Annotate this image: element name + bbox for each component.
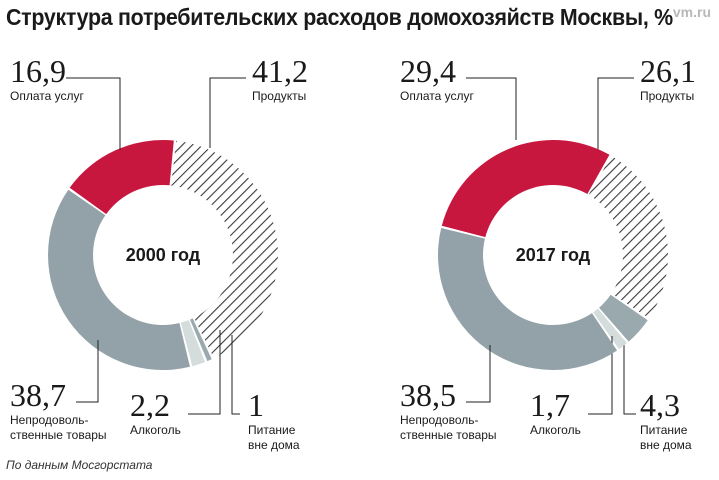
category-label-food: Продукты xyxy=(640,89,694,103)
category-label-nonfood: ственные товары xyxy=(10,428,107,442)
slice-food xyxy=(588,156,668,319)
leader-line-nonfood xyxy=(466,345,491,403)
leader-line-food xyxy=(209,77,246,148)
center-year-label: 2000 год xyxy=(126,245,201,265)
slice-alcohol xyxy=(593,308,627,350)
value-label-alcohol: 2,2 xyxy=(130,387,170,423)
value-label-eatout: 4,3 xyxy=(640,387,680,423)
leader-line-alcohol xyxy=(188,330,221,415)
value-label-nonfood: 38,5 xyxy=(400,377,456,413)
category-label-services: Оплата услуг xyxy=(10,89,84,103)
slice-eatout xyxy=(189,318,212,362)
leader-line-services xyxy=(66,77,121,150)
value-label-alcohol: 1,7 xyxy=(530,387,570,423)
category-label-eatout: вне дома xyxy=(640,438,692,452)
leader-line-alcohol xyxy=(588,336,613,415)
slice-eatout xyxy=(599,294,648,342)
slice-services xyxy=(69,140,174,215)
category-label-alcohol: Алкоголь xyxy=(130,423,181,437)
leader-line-food xyxy=(597,77,634,168)
category-label-eatout: Питание xyxy=(248,423,296,437)
slice-nonfood xyxy=(437,228,618,370)
value-label-services: 16,9 xyxy=(10,53,66,89)
category-label-nonfood: Непродоволь- xyxy=(10,413,89,427)
leader-line-nonfood xyxy=(76,340,99,403)
category-label-food: Продукты xyxy=(252,89,306,103)
category-label-alcohol: Алкоголь xyxy=(530,423,581,437)
leader-line-eatout xyxy=(623,340,636,415)
category-label-services: Оплата услуг xyxy=(400,89,474,103)
slice-services xyxy=(441,140,610,238)
value-label-food: 26,1 xyxy=(640,53,696,89)
value-label-services: 29,4 xyxy=(400,53,456,89)
category-label-nonfood: Непродоволь- xyxy=(400,413,479,427)
value-label-nonfood: 38,7 xyxy=(10,377,66,413)
category-label-eatout: Питание xyxy=(640,423,688,437)
value-label-food: 41,2 xyxy=(252,53,308,89)
value-label-eatout: 1 xyxy=(248,387,264,423)
slice-alcohol xyxy=(180,320,206,367)
leader-line-eatout xyxy=(231,335,240,415)
category-label-nonfood: ственные товары xyxy=(400,428,497,442)
source-note: По данным Мосгорстата xyxy=(6,458,153,472)
center-year-label: 2017 год xyxy=(516,245,591,265)
leader-line-services xyxy=(466,77,517,140)
slice-nonfood xyxy=(48,189,190,370)
category-label-eatout: вне дома xyxy=(248,438,300,452)
chart-title: Структура потребительских расходов домох… xyxy=(6,4,673,30)
watermark: vm.ru xyxy=(672,4,711,20)
slice-food xyxy=(171,140,278,359)
